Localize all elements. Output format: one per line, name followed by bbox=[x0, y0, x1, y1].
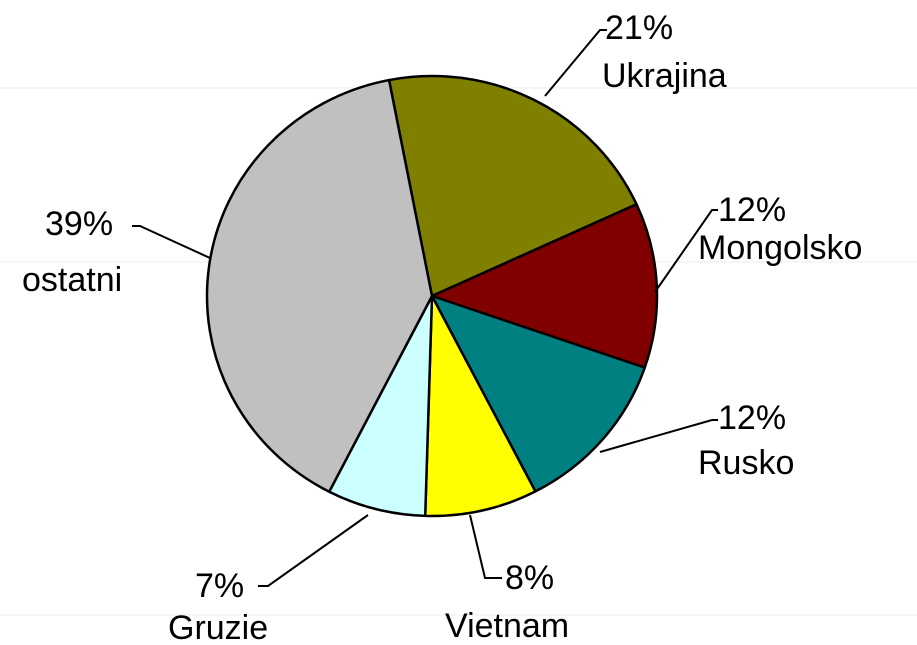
leader-line bbox=[544, 29, 607, 97]
leader-line bbox=[258, 514, 369, 587]
leader-line bbox=[132, 225, 211, 259]
leader-line bbox=[654, 209, 718, 293]
leader-line bbox=[469, 514, 502, 579]
data-label: 21% bbox=[605, 9, 673, 47]
data-label: 12% bbox=[718, 399, 786, 437]
data-label: 12% bbox=[718, 191, 786, 229]
pie-slice bbox=[205, 78, 434, 493]
category-label: Mongolsko bbox=[698, 229, 862, 267]
data-label: 8% bbox=[505, 559, 554, 597]
category-label: ostatni bbox=[22, 261, 122, 299]
leader-line bbox=[599, 419, 718, 453]
pie-slice bbox=[423, 294, 537, 518]
pie-slice bbox=[430, 294, 646, 493]
category-label: Ukrajina bbox=[602, 57, 727, 95]
pie-slice bbox=[430, 203, 659, 369]
pie-slice bbox=[387, 74, 638, 298]
data-label: 7% bbox=[195, 567, 244, 605]
data-label: 39% bbox=[45, 205, 113, 243]
category-label: Rusko bbox=[698, 444, 794, 482]
category-label: Vietnam bbox=[445, 607, 569, 645]
category-label: Gruzie bbox=[168, 609, 268, 645]
